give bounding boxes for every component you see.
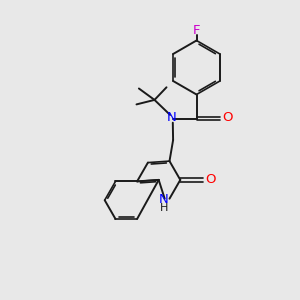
- Text: F: F: [193, 24, 200, 38]
- Text: O: O: [205, 173, 215, 186]
- Text: O: O: [222, 111, 233, 124]
- Text: N: N: [167, 111, 177, 124]
- Text: H: H: [160, 203, 168, 213]
- Text: N: N: [159, 193, 169, 206]
